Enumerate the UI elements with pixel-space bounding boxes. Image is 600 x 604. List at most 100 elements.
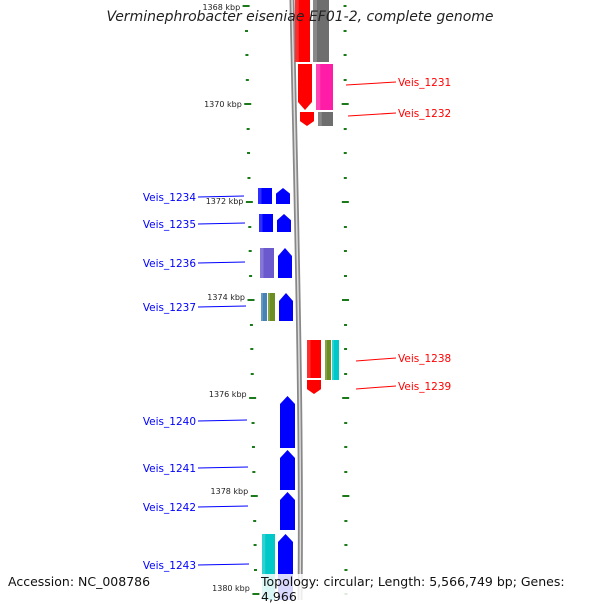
- tick-mark-left: [248, 226, 252, 228]
- gray-gene: [318, 112, 333, 126]
- label-connector: [197, 222, 246, 225]
- gene-label: Veis_1232: [398, 108, 451, 120]
- label-connector: [197, 305, 247, 308]
- tick-label: 1376 kbp: [209, 390, 247, 399]
- gray-gene: [313, 0, 329, 62]
- tick-mark-right: [342, 397, 350, 399]
- olive-gene: [268, 293, 275, 321]
- gray-gene-shade: [313, 0, 317, 62]
- gene-label: Veis_1241: [143, 463, 196, 475]
- reverse-gene: [259, 214, 273, 232]
- tick-mark-left: [251, 446, 255, 448]
- gray-gene-shade: [318, 112, 322, 126]
- gene-label: Veis_1237: [143, 302, 196, 314]
- tick-mark-right: [344, 348, 348, 350]
- tick-mark-left: [244, 103, 252, 105]
- steel-gene: [261, 293, 267, 321]
- forward-gene-arrow: [300, 112, 314, 126]
- kbp-ticks: 1368 kbp 1370 kbp 1372 kbp 1374 kbp 1376 kbp…: [202, 3, 350, 595]
- tick-mark-left: [247, 152, 251, 154]
- tick-mark-left: [245, 79, 249, 81]
- tick-label: 1378 kbp: [211, 487, 249, 496]
- forward-gene: [295, 0, 310, 62]
- forward-gene-shade: [295, 0, 299, 62]
- tick-mark-right: [341, 201, 349, 203]
- tick-mark-left: [242, 5, 250, 7]
- tick-mark-left: [249, 397, 257, 399]
- gene-labels: Veis_1234 Veis_1235 Veis_1236 Veis_1237 Veis…: [143, 77, 451, 572]
- tick-mark-left: [247, 177, 251, 179]
- tick-label: 1380 kbp: [212, 584, 250, 593]
- tick-mark-right: [344, 569, 348, 571]
- map-title: Verminephrobacter eiseniae EF01-2, compl…: [106, 9, 494, 25]
- steel-gene-shade: [261, 293, 263, 321]
- tick-mark-right: [344, 324, 348, 326]
- reverse-gene-shade: [259, 214, 263, 232]
- reverse-gene-arrow: [280, 450, 295, 490]
- olive-gene: [325, 340, 331, 380]
- gene-label: Veis_1242: [143, 502, 196, 514]
- cyan-gene-shade: [332, 340, 334, 380]
- purple-gene: [260, 248, 274, 278]
- tick-mark-left: [247, 299, 255, 301]
- tick-mark-right: [342, 299, 349, 301]
- tick-mark-left: [248, 250, 252, 252]
- tick-mark-right: [343, 5, 347, 7]
- tick-mark-left: [251, 422, 255, 424]
- reverse-gene-arrow: [276, 188, 290, 204]
- gene-features: [258, 0, 339, 600]
- gene-label: Veis_1231: [398, 77, 451, 89]
- gene-label: Veis_1235: [143, 219, 196, 231]
- gene-label: Veis_1240: [143, 416, 196, 428]
- accession-text: Accession: NC_008786: [8, 574, 151, 589]
- tick-mark-left: [245, 30, 249, 32]
- label-connector: [197, 419, 248, 422]
- backbone-highlight: [291, 0, 302, 601]
- tick-mark-left: [246, 128, 250, 130]
- tick-mark-left: [250, 495, 258, 497]
- tick-mark-left: [249, 275, 253, 277]
- label-connector: [197, 261, 246, 264]
- gene-label: Veis_1234: [143, 192, 197, 204]
- genome-backbone: [289, 0, 303, 601]
- tick-mark-left: [245, 54, 249, 56]
- gene-label: Veis_1243: [143, 560, 196, 572]
- forward-gene-arrow: [298, 64, 312, 110]
- tick-mark-right: [343, 226, 347, 228]
- magenta-gene: [316, 64, 333, 110]
- purple-gene-shade: [260, 248, 264, 278]
- gene-label: Veis_1239: [398, 381, 451, 393]
- tick-mark-left: [253, 520, 257, 522]
- reverse-gene-arrow: [277, 214, 291, 232]
- tick-mark-right: [343, 275, 347, 277]
- tick-mark-left: [252, 593, 260, 595]
- tick-mark-left: [249, 324, 253, 326]
- label-connector: [197, 195, 245, 198]
- forward-gene-shade: [307, 340, 311, 378]
- tick-label: 1372 kbp: [206, 197, 244, 206]
- reverse-gene-shade: [258, 188, 262, 204]
- cyan-gene: [332, 340, 339, 380]
- olive-gene-shade: [325, 340, 327, 380]
- tick-label: 1374 kbp: [207, 293, 245, 302]
- forward-gene: [307, 340, 321, 378]
- reverse-gene-arrow: [280, 492, 295, 530]
- tick-mark-left: [253, 544, 257, 546]
- tick-mark-right: [344, 544, 348, 546]
- label-connector: [355, 385, 397, 390]
- tick-mark-left: [252, 471, 256, 473]
- label-connector: [345, 81, 397, 86]
- reverse-gene: [258, 188, 272, 204]
- label-connector: [355, 357, 397, 362]
- label-connector: [197, 505, 249, 508]
- tick-mark-right: [343, 128, 347, 130]
- tick-mark-right: [344, 471, 348, 473]
- tick-mark-right: [344, 446, 348, 448]
- tick-mark-right: [344, 520, 348, 522]
- tick-mark-left: [254, 569, 257, 571]
- tick-mark-right: [343, 152, 347, 154]
- tick-mark-left: [245, 201, 253, 203]
- magenta-gene-shade: [316, 64, 321, 110]
